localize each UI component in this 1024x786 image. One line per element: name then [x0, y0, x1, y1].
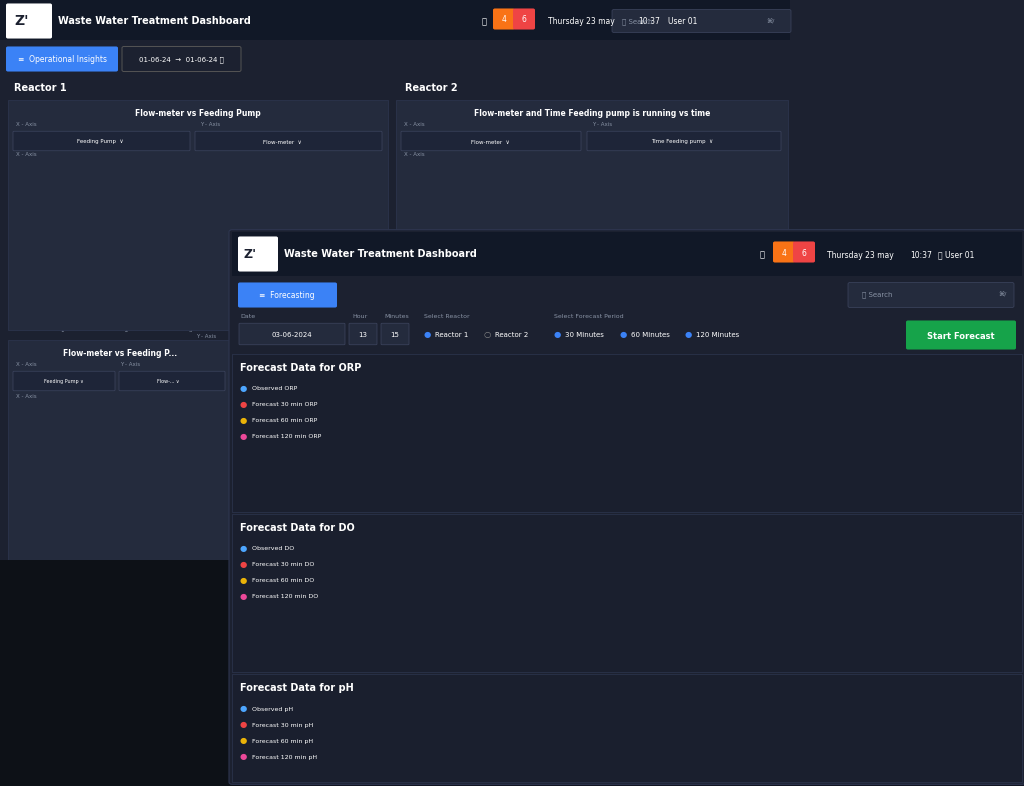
Text: ●: ●: [240, 560, 247, 568]
Text: Forecast 30 min DO: Forecast 30 min DO: [252, 563, 314, 567]
Text: 10:37: 10:37: [910, 251, 932, 259]
Y-axis label: DO: DO: [321, 590, 326, 598]
Text: Observed pH: Observed pH: [252, 707, 293, 711]
Text: Flow-meter  ∨: Flow-meter ∨: [471, 139, 509, 145]
Text: Forecast 60 min DO: Forecast 60 min DO: [252, 578, 314, 583]
Text: X - Axis: X - Axis: [404, 152, 425, 157]
Text: Minutes: Minutes: [384, 314, 409, 319]
Text: Forecast Data for pH: Forecast Data for pH: [240, 683, 353, 693]
Text: X - Axis: X - Axis: [16, 394, 37, 399]
Text: 6: 6: [802, 248, 807, 258]
Text: Select Reactor: Select Reactor: [424, 314, 470, 319]
Text: Waste Water Treatment Dashboard: Waste Water Treatment Dashboard: [284, 249, 477, 259]
Text: ○: ○: [484, 329, 492, 339]
Text: Flow-... ∨: Flow-... ∨: [157, 380, 179, 384]
Text: 10:37: 10:37: [638, 17, 659, 27]
Text: Flow-meter vs Feeding P...: Flow-meter vs Feeding P...: [62, 348, 177, 358]
Text: Date: Date: [240, 314, 255, 319]
Text: 🔔: 🔔: [760, 251, 765, 259]
Text: ●: ●: [240, 399, 247, 409]
Text: ≡  Operational Insights: ≡ Operational Insights: [17, 56, 106, 64]
X-axis label: Y - Axis: Y - Axis: [116, 564, 136, 569]
Text: Reactor 2: Reactor 2: [406, 83, 458, 93]
Text: Select Forecast Period: Select Forecast Period: [554, 314, 624, 319]
Text: Feeding Pump  ∨: Feeding Pump ∨: [77, 139, 123, 145]
Y-axis label: ORP: ORP: [318, 428, 324, 439]
Text: Time Feeding pump  ∨: Time Feeding pump ∨: [651, 139, 713, 145]
Text: 6: 6: [521, 16, 526, 24]
Text: Forecast 30 min ORP: Forecast 30 min ORP: [252, 402, 317, 407]
Text: Observed ORP: Observed ORP: [252, 387, 297, 391]
Text: Forecast 120 min ORP: Forecast 120 min ORP: [252, 435, 322, 439]
Text: Flow-meter  ∨: Flow-meter ∨: [263, 139, 301, 145]
Text: ●: ●: [240, 543, 247, 553]
Text: 🔍 Search: 🔍 Search: [862, 292, 893, 299]
Text: ●: ●: [424, 329, 431, 339]
Text: ●: ●: [240, 416, 247, 424]
Text: Start Forecast: Start Forecast: [927, 332, 994, 340]
Text: 15: 15: [390, 332, 399, 338]
Text: Observed DO: Observed DO: [252, 546, 294, 552]
Text: ●: ●: [240, 575, 247, 585]
Text: X - Axis: X - Axis: [16, 123, 37, 127]
Text: X - Axis: X - Axis: [16, 152, 37, 157]
Text: ●: ●: [240, 736, 247, 744]
Text: 4: 4: [781, 248, 786, 258]
Text: 🔍 Search: 🔍 Search: [622, 19, 652, 25]
Text: Forecast 60 min ORP: Forecast 60 min ORP: [252, 418, 317, 424]
Text: Flow-meter vs Feeding Pump: Flow-meter vs Feeding Pump: [135, 108, 261, 117]
Y-axis label: pH: pH: [321, 724, 326, 732]
Text: Reactor 2: Reactor 2: [495, 332, 528, 338]
Text: Thursday 23 may: Thursday 23 may: [548, 17, 614, 27]
Text: 30 Minutes: 30 Minutes: [565, 332, 604, 338]
Text: ●: ●: [554, 329, 561, 339]
Text: Feeding Pump ∨: Feeding Pump ∨: [44, 380, 84, 384]
Text: ⌘/: ⌘/: [998, 292, 1007, 298]
Text: ●: ●: [240, 703, 247, 712]
Text: Flow-meter and Time Feeding pump is running vs time: Flow-meter and Time Feeding pump is runn…: [474, 108, 711, 117]
Text: ●: ●: [240, 751, 247, 761]
Text: Forecast Data for ORP: Forecast Data for ORP: [240, 363, 361, 373]
Text: Reactor 1: Reactor 1: [14, 83, 67, 93]
Text: ●: ●: [240, 384, 247, 392]
Text: 60 Minutes: 60 Minutes: [631, 332, 670, 338]
Text: Forecast 30 min pH: Forecast 30 min pH: [252, 722, 313, 728]
Text: Forecast 120 min pH: Forecast 120 min pH: [252, 755, 317, 759]
Text: User 01: User 01: [668, 17, 697, 27]
Text: Z': Z': [244, 248, 257, 260]
Text: 4: 4: [502, 16, 507, 24]
Text: Y - Axis: Y - Axis: [592, 123, 612, 127]
Text: 03-06-2024: 03-06-2024: [271, 332, 312, 338]
Text: 120 Minutes: 120 Minutes: [696, 332, 739, 338]
Text: Forecast 120 min DO: Forecast 120 min DO: [252, 594, 318, 600]
Text: Y - Axis: Y - Axis: [120, 362, 140, 368]
Text: ●: ●: [240, 719, 247, 729]
Text: Waste Water Treatment Dashboard: Waste Water Treatment Dashboard: [58, 16, 251, 26]
Text: Y - Axis: Y - Axis: [200, 123, 220, 127]
X-axis label: Y - Axis: Y - Axis: [196, 334, 216, 339]
Text: X - Axis: X - Axis: [16, 362, 37, 368]
Text: ≡  Forecasting: ≡ Forecasting: [259, 291, 314, 299]
Text: Forecast Data for DO: Forecast Data for DO: [240, 523, 354, 533]
Text: Reactor 1: Reactor 1: [435, 332, 468, 338]
Text: Z': Z': [14, 14, 30, 28]
Text: Forecast 60 min pH: Forecast 60 min pH: [252, 739, 313, 744]
Text: 👤 User 01: 👤 User 01: [938, 251, 975, 259]
Text: 13: 13: [358, 332, 368, 338]
Text: ●: ●: [685, 329, 692, 339]
Text: ⌘/: ⌘/: [767, 20, 775, 24]
Text: X - Axis: X - Axis: [404, 123, 425, 127]
Text: ●: ●: [620, 329, 628, 339]
Text: ●: ●: [240, 432, 247, 440]
Text: 🔔: 🔔: [481, 17, 486, 27]
Text: ●: ●: [240, 592, 247, 601]
Text: Hour: Hour: [352, 314, 368, 319]
Text: Thursday 23 may: Thursday 23 may: [827, 251, 894, 259]
Text: 01-06-24  →  01-06-24 📅: 01-06-24 → 01-06-24 📅: [138, 57, 223, 64]
